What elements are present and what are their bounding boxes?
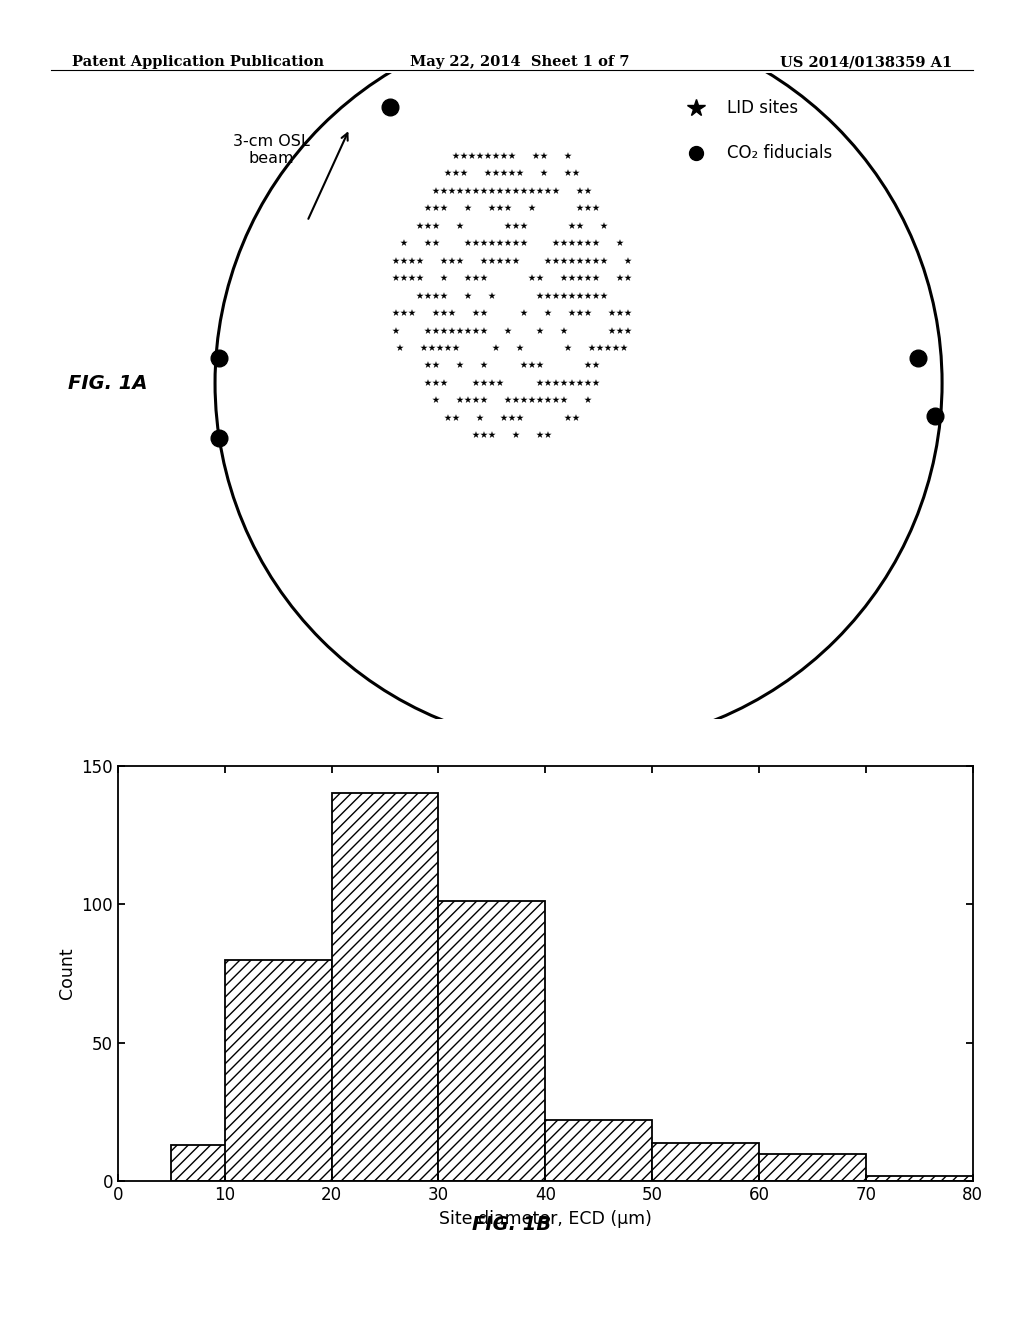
Bar	[759, 1154, 866, 1181]
X-axis label: Site diameter, ECD (μm): Site diameter, ECD (μm)	[439, 1210, 651, 1228]
Text: ★★★★  ★  ★★★     ★★  ★★★★★  ★★: ★★★★ ★ ★★★ ★★ ★★★★★ ★★	[392, 271, 632, 284]
Bar	[438, 902, 546, 1181]
Text: ★★★  ★  ★★★  ★     ★★★: ★★★ ★ ★★★ ★ ★★★	[424, 201, 600, 214]
Text: ★★★  ★  ★★: ★★★ ★ ★★	[472, 428, 552, 441]
Bar	[546, 1121, 652, 1181]
Bar	[332, 793, 438, 1181]
Text: CO₂ fiducials: CO₂ fiducials	[727, 144, 833, 162]
Bar	[224, 960, 332, 1181]
Bar	[171, 1146, 279, 1181]
Text: US 2014/0138359 A1: US 2014/0138359 A1	[780, 55, 952, 70]
Text: ★★★   ★★★★    ★★★★★★★★: ★★★ ★★★★ ★★★★★★★★	[424, 376, 600, 389]
Text: ★★★  ★★★  ★★    ★  ★  ★★★  ★★★: ★★★ ★★★ ★★ ★ ★ ★★★ ★★★	[392, 306, 632, 319]
Text: ★★  ★  ★    ★★★     ★★: ★★ ★ ★ ★★★ ★★	[424, 359, 600, 371]
Text: ★★★★★★★★  ★★  ★: ★★★★★★★★ ★★ ★	[452, 149, 572, 162]
Text: FIG. 1B: FIG. 1B	[472, 1216, 552, 1234]
Text: ★   ★★★★★★★★  ★   ★  ★     ★★★: ★ ★★★★★★★★ ★ ★ ★ ★★★	[392, 323, 632, 337]
Bar	[866, 1176, 973, 1181]
Bar	[652, 1143, 759, 1181]
Text: ★  ★★★★★    ★  ★     ★  ★★★★★: ★ ★★★★★ ★ ★ ★ ★★★★★	[396, 341, 628, 354]
Text: ★★★  ★     ★★★     ★★  ★: ★★★ ★ ★★★ ★★ ★	[416, 219, 608, 232]
Text: ★★  ★  ★★★     ★★: ★★ ★ ★★★ ★★	[444, 411, 580, 424]
Text: ★★★★★★★★★★★★★★★★  ★★: ★★★★★★★★★★★★★★★★ ★★	[432, 183, 592, 197]
Text: ★  ★★   ★★★★★★★★   ★★★★★★  ★: ★ ★★ ★★★★★★★★ ★★★★★★ ★	[400, 236, 624, 249]
Text: May 22, 2014  Sheet 1 of 7: May 22, 2014 Sheet 1 of 7	[410, 55, 629, 70]
Text: ★  ★★★★  ★★★★★★★★  ★: ★ ★★★★ ★★★★★★★★ ★	[432, 393, 592, 407]
Text: ★★★★  ★★★  ★★★★★   ★★★★★★★★  ★: ★★★★ ★★★ ★★★★★ ★★★★★★★★ ★	[392, 253, 632, 267]
Text: Patent Application Publication: Patent Application Publication	[72, 55, 324, 70]
Text: FIG. 1A: FIG. 1A	[68, 374, 147, 392]
Text: ★★★★  ★  ★     ★★★★★★★★★: ★★★★ ★ ★ ★★★★★★★★★	[416, 289, 608, 301]
Text: LID sites: LID sites	[727, 99, 798, 117]
Y-axis label: Count: Count	[57, 948, 76, 999]
Text: 3-cm OSL
beam: 3-cm OSL beam	[233, 135, 309, 166]
Text: ★★★  ★★★★★  ★  ★★: ★★★ ★★★★★ ★ ★★	[444, 166, 580, 180]
